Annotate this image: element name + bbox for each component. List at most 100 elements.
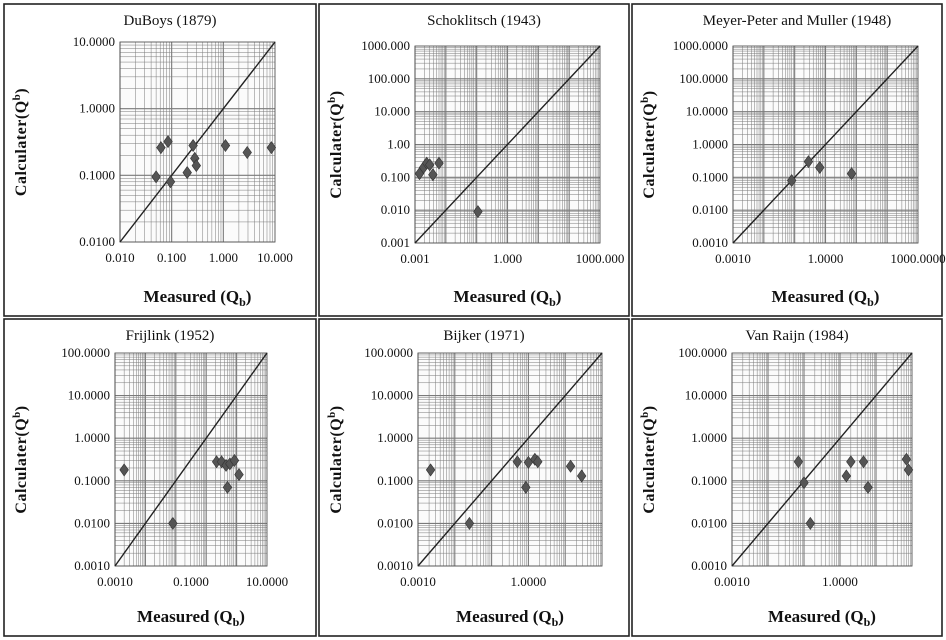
x-axis-label: Measured (Qb) — [137, 607, 245, 629]
chart-title: Van Raijn (1984) — [745, 328, 848, 344]
chart-title: DuBoys (1879) — [124, 13, 217, 29]
y-tick-label: 1.0000 — [377, 430, 413, 445]
one-to-one-line — [731, 352, 913, 567]
y-tick-label: 10.0000 — [685, 388, 727, 403]
data-point — [119, 463, 129, 477]
chart-panel-3: Meyer-Peter and Muller (1948) 0.0010 0.010… — [631, 3, 946, 317]
y-axis-label: Calculater(Qb) — [11, 88, 30, 196]
chart-panel-1: DuBoys (1879) 0.0100 0.1000 1.0000 10.0000 0.… — [3, 3, 317, 317]
y-axis-label: Calculater(Qb) — [11, 405, 30, 513]
data-point — [803, 155, 814, 169]
data-point — [805, 516, 816, 530]
data-point — [191, 159, 202, 173]
data-point — [576, 469, 587, 483]
y-tick-label: 1000.0000 — [673, 38, 728, 53]
y-tick-label: 0.0100 — [79, 234, 115, 249]
y-tick-label: 10.000 — [374, 104, 410, 119]
chart-title: Meyer-Peter and Muller (1948) — [703, 13, 891, 29]
y-tick-label: 1.0000 — [692, 137, 728, 152]
y-tick-label: 0.001 — [381, 235, 410, 250]
x-tick-label: 0.100 — [157, 250, 186, 265]
data-point — [188, 139, 198, 153]
plot-frame — [417, 352, 603, 567]
y-tick-label: 1.00 — [387, 137, 410, 152]
data-point — [220, 139, 231, 153]
plot-frame — [732, 45, 919, 244]
data-point — [521, 480, 531, 494]
y-tick-label: 100.0000 — [61, 345, 110, 360]
chart-title: Schoklitsch (1943) — [427, 13, 541, 29]
x-tick-label: 1000.000 — [576, 251, 625, 266]
data-point — [903, 463, 914, 477]
x-tick-label: 0.0010 — [715, 251, 751, 266]
data-point — [512, 455, 523, 469]
chart-panel-4: Frijlink (1952) 0.0010 0.0100 0.1000 1.0000 1… — [3, 318, 317, 637]
data-point — [815, 160, 825, 174]
y-tick-label: 100.0000 — [679, 71, 728, 86]
y-tick-label: 0.0100 — [691, 515, 727, 530]
data-point — [473, 205, 483, 219]
y-tick-label: 100.0000 — [364, 345, 413, 360]
data-point — [846, 455, 856, 469]
x-tick-label: 0.1000 — [173, 574, 209, 589]
data-point — [901, 452, 912, 466]
one-to-one-line — [417, 352, 603, 567]
data-point — [786, 174, 797, 188]
plot-frame — [731, 352, 913, 567]
data-point — [425, 463, 436, 477]
y-tick-label: 10.0000 — [73, 34, 115, 49]
y-axis-label: Calculater(Qb) — [639, 405, 658, 513]
plot-frame — [114, 352, 268, 567]
x-tick-label: 1.0000 — [808, 251, 844, 266]
x-tick-label: 10.0000 — [246, 574, 288, 589]
chart-panel-6: Van Raijn (1984) 0.0010 0.0100 0.1000 1.0000… — [631, 318, 943, 637]
x-axis-label: Measured (Qb) — [454, 287, 562, 309]
data-point — [841, 469, 852, 483]
y-tick-label: 0.0100 — [692, 202, 728, 217]
data-point — [163, 135, 173, 149]
y-tick-label: 0.010 — [381, 202, 410, 217]
data-point — [434, 156, 444, 170]
y-axis-label: Calculater(Qb) — [326, 90, 345, 198]
y-tick-label: 10.0000 — [68, 388, 110, 403]
chart-title: Bijker (1971) — [443, 328, 524, 344]
data-point — [565, 459, 576, 473]
data-point — [428, 168, 438, 182]
data-point — [425, 158, 435, 172]
one-to-one-line — [732, 45, 919, 244]
one-to-one-line — [114, 352, 268, 567]
data-point — [858, 455, 869, 469]
data-point — [222, 480, 233, 494]
x-axis-label: Measured (Qb) — [144, 287, 252, 309]
plot-frame — [119, 41, 276, 243]
y-tick-label: 0.0010 — [691, 558, 727, 573]
y-tick-label: 100.0000 — [678, 345, 727, 360]
y-tick-label: 10.0000 — [371, 388, 413, 403]
x-tick-label: 0.0010 — [400, 574, 436, 589]
y-tick-label: 0.1000 — [691, 473, 727, 488]
data-point — [182, 166, 192, 180]
data-point — [793, 455, 804, 469]
data-point — [234, 468, 244, 482]
x-tick-label: 1.0000 — [511, 574, 547, 589]
data-point — [266, 141, 277, 155]
x-tick-label: 10.000 — [257, 250, 293, 265]
data-point — [464, 516, 475, 530]
chart-panel-5: Bijker (1971) 0.0010 0.0100 0.1000 1.0000 10.… — [318, 318, 630, 637]
y-tick-label: 0.0100 — [377, 515, 413, 530]
one-to-one-line — [119, 41, 276, 243]
y-tick-label: 1.0000 — [691, 430, 727, 445]
x-axis-label: Measured (Qb) — [768, 607, 876, 629]
y-tick-label: 10.0000 — [686, 104, 728, 119]
data-point — [156, 141, 166, 155]
y-axis-label: Calculater(Qb) — [326, 405, 345, 513]
data-point — [846, 167, 857, 181]
chart-panel-2: Schoklitsch (1943) 0.001 0.010 0.100 1.00 10.… — [318, 3, 630, 317]
y-tick-label: 0.0010 — [692, 235, 728, 250]
gridlines — [732, 46, 918, 244]
y-tick-label: 0.1000 — [79, 167, 115, 182]
x-axis-label: Measured (Qb) — [772, 287, 880, 309]
data-point — [165, 175, 176, 189]
x-tick-label: 1.0000 — [822, 574, 858, 589]
